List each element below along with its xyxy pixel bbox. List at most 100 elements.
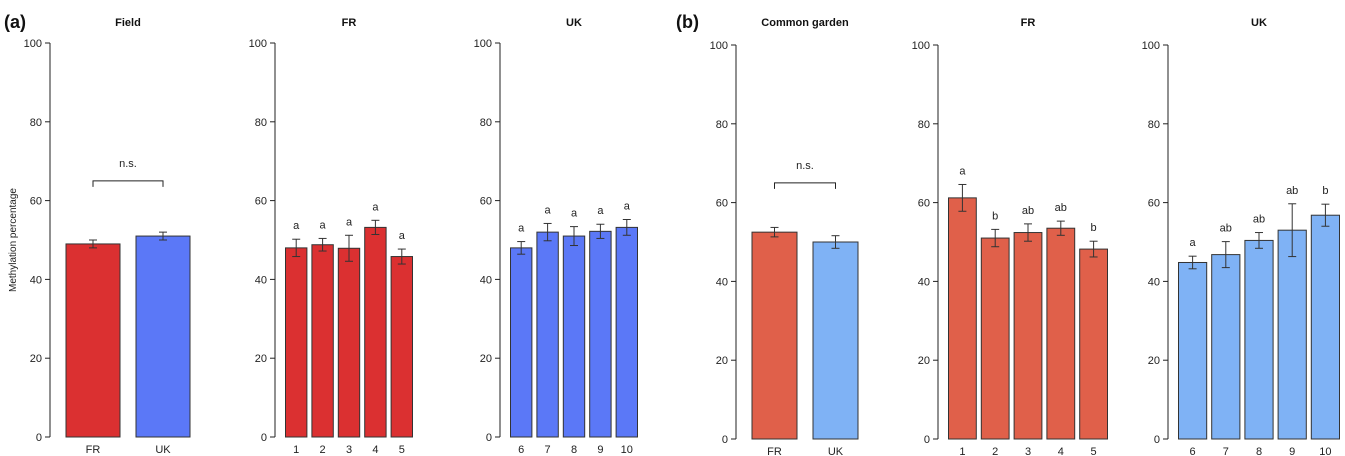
x-tick-label: 10	[1319, 446, 1331, 456]
x-tick-label: 2	[320, 444, 326, 456]
y-tick-label: 0	[261, 432, 267, 444]
x-tick-label: 10	[621, 444, 633, 456]
y-tick-label: 0	[722, 434, 728, 446]
x-tick-label: UK	[828, 446, 844, 456]
significance-letter: a	[399, 230, 406, 242]
bar	[1310, 214, 1341, 440]
significance-letter: a	[624, 201, 631, 213]
y-tick-label: 100	[912, 40, 930, 52]
significance-letter: a	[320, 219, 327, 231]
y-tick-label: 60	[480, 196, 492, 208]
y-tick-label: 40	[30, 274, 42, 286]
x-tick-label: 8	[1256, 446, 1262, 456]
significance-letter: a	[293, 220, 300, 232]
significance-letter: b	[992, 210, 998, 222]
y-tick-label: 60	[918, 198, 930, 210]
y-tick-label: 20	[1148, 355, 1160, 367]
bar	[1277, 229, 1307, 440]
y-tick-label: 0	[36, 432, 42, 444]
panel-label-a: (a)	[4, 12, 26, 32]
bar	[751, 231, 798, 440]
chart-panel-1: Field 0 20 40 60 80 100 FR UK n.s.	[24, 17, 191, 456]
significance-letter: b	[1322, 185, 1328, 197]
bar	[135, 235, 191, 438]
significance-letter: ab	[1022, 205, 1034, 217]
x-tick-label: 7	[1223, 446, 1229, 456]
chart-panel-6: UK 0 20 40 60 80 100 6 a 7 ab 8 ab 9 ab 10 b	[1142, 17, 1341, 456]
panel-title: FR	[342, 17, 357, 29]
x-tick-label: 7	[545, 444, 551, 456]
x-tick-label: FR	[86, 444, 101, 456]
panel-title: Field	[115, 17, 141, 29]
x-tick-label: 3	[346, 444, 352, 456]
x-tick-label: 9	[1289, 446, 1295, 456]
x-tick-label: 4	[372, 444, 378, 456]
significance-letter: a	[372, 201, 379, 213]
y-tick-label: 0	[924, 434, 930, 446]
y-axis-label: Methylation percentage	[8, 188, 19, 292]
bar	[536, 231, 559, 438]
bar	[1244, 239, 1274, 440]
y-tick-label: 80	[918, 119, 930, 131]
significance-bracket	[774, 182, 836, 189]
x-tick-label: 8	[571, 444, 577, 456]
bar	[1178, 261, 1208, 440]
significance-letter: a	[346, 216, 353, 228]
panel-title: UK	[566, 17, 582, 29]
significance-bracket	[92, 180, 164, 187]
bar	[562, 235, 586, 438]
x-tick-label: 1	[293, 444, 299, 456]
bar	[510, 247, 533, 438]
bar	[311, 244, 334, 438]
bar	[980, 237, 1010, 440]
chart-panel-4: Common garden 0 20 40 60 80 100 FR UK n.s.	[710, 17, 859, 456]
y-tick-label: 60	[30, 196, 42, 208]
y-tick-label: 60	[1148, 198, 1160, 210]
bar	[364, 226, 387, 438]
y-tick-label: 80	[1148, 119, 1160, 131]
x-tick-label: 3	[1025, 446, 1031, 456]
y-tick-label: 100	[474, 38, 492, 50]
significance-letter: ab	[1220, 223, 1232, 235]
bar	[1211, 254, 1241, 440]
bar	[948, 197, 977, 440]
y-tick-label: 100	[249, 38, 267, 50]
y-tick-label: 20	[30, 353, 42, 365]
x-tick-label: 2	[992, 446, 998, 456]
significance-letter: b	[1091, 222, 1097, 234]
significance-letter: a	[597, 205, 604, 217]
y-tick-label: 40	[918, 276, 930, 288]
y-tick-label: 20	[918, 355, 930, 367]
significance-letter: ab	[1055, 202, 1067, 214]
y-tick-label: 20	[255, 353, 267, 365]
y-tick-label: 80	[480, 117, 492, 129]
x-tick-label: 5	[399, 444, 405, 456]
panel-title: FR	[1021, 17, 1036, 29]
y-tick-label: 80	[255, 117, 267, 129]
y-tick-label: 0	[486, 432, 492, 444]
bar	[390, 256, 414, 438]
x-tick-label: 5	[1091, 446, 1097, 456]
y-tick-label: 100	[1142, 40, 1160, 52]
x-tick-label: 9	[597, 444, 603, 456]
y-tick-label: 60	[255, 196, 267, 208]
y-tick-label: 20	[480, 353, 492, 365]
significance-letter: a	[1190, 237, 1197, 249]
panel-title: UK	[1251, 17, 1267, 29]
x-tick-label: FR	[767, 446, 782, 456]
bar	[285, 247, 308, 438]
bar	[615, 226, 638, 438]
significance-letter: a	[545, 204, 552, 216]
significance-label: n.s.	[796, 160, 814, 172]
y-tick-label: 100	[710, 40, 728, 52]
y-tick-label: 40	[480, 274, 492, 286]
significance-letter: a	[518, 223, 525, 235]
y-tick-label: 40	[1148, 276, 1160, 288]
y-tick-label: 80	[716, 119, 728, 131]
chart-panel-5: FR 0 20 40 60 80 100 1 a 2 b 3 ab 4 ab 5 b	[912, 17, 1108, 456]
x-tick-label: UK	[155, 444, 171, 456]
x-tick-label: 1	[959, 446, 965, 456]
y-tick-label: 0	[1154, 434, 1160, 446]
panel-label-b: (b)	[676, 12, 699, 32]
